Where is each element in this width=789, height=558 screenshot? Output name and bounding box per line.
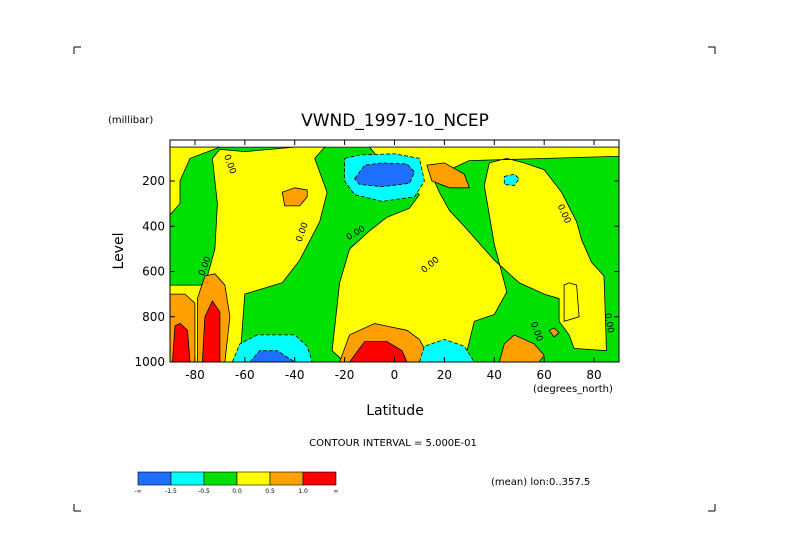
y-tick-label: 600 (142, 265, 165, 279)
page-corner-marks (73, 46, 716, 512)
x-tick-label: 40 (487, 368, 502, 382)
legend-label-2: -0.5 (198, 488, 210, 495)
contour-fill-layer (170, 146, 619, 362)
legend-swatch-2 (203, 471, 238, 486)
contour-region-neg2-2 (418, 338, 475, 362)
legend-label-4: 0.5 (265, 488, 275, 495)
y-axis: 200 400 600 800 1000 (134, 174, 619, 369)
chart-title: VWND_1997-10_NCEP (301, 111, 489, 131)
x-tick-label: 60 (537, 368, 552, 382)
contour-label-7: 0.00 (602, 312, 615, 334)
x-tick-label: 0 (391, 368, 399, 382)
legend-label-1: -1.5 (165, 488, 177, 495)
contour-region-pos2-2 (281, 187, 308, 207)
x-tick-label: -60 (235, 368, 255, 382)
color-legend: -∞ -1.5 -0.5 0.0 0.5 1.0 ∞ (134, 471, 339, 495)
legend-label-6: ∞ (334, 488, 339, 495)
y-tick-label: 400 (142, 219, 165, 233)
contour-region-neg3-0 (354, 162, 415, 188)
x-tick-label: -20 (335, 368, 355, 382)
contour-region-neg2-3 (503, 173, 520, 186)
x-tick-label: -40 (285, 368, 305, 382)
corner-mark-top-right (708, 46, 716, 54)
legend-swatch-3 (236, 471, 271, 486)
mean-longitude-text: (mean) lon:0..357.5 (491, 477, 590, 488)
x-axis-label: Latitude (366, 403, 424, 419)
y-axis-unit: (millibar) (108, 115, 153, 126)
contour-region-neg2-1 (231, 334, 313, 362)
x-tick-label: 80 (586, 368, 601, 382)
legend-swatch-1 (170, 471, 205, 486)
legend-label-5: 1.0 (298, 488, 308, 495)
corner-mark-bottom-left (73, 504, 81, 512)
x-tick-label: -80 (185, 368, 205, 382)
legend-label-0: -∞ (134, 488, 141, 495)
contour-region-neg3-1 (249, 350, 296, 362)
x-axis-unit: (degrees_north) (533, 384, 613, 395)
contour-region-pos-3 (563, 282, 580, 322)
contour-region-pos2-4 (498, 334, 545, 362)
corner-mark-bottom-right (708, 504, 716, 512)
y-tick-label: 1000 (134, 355, 165, 369)
contour-region-pos2-6 (548, 327, 560, 338)
contour-region-pos3-2 (349, 341, 408, 362)
legend-swatch-0 (137, 471, 172, 486)
contour-region-pos3-0 (172, 323, 191, 362)
legend-label-3: 0.0 (232, 488, 242, 495)
y-tick-label: 200 (142, 174, 165, 188)
legend-swatch-4 (269, 471, 304, 486)
legend-swatch-5 (302, 471, 337, 486)
y-axis-label: Level (111, 233, 127, 270)
y-tick-label: 800 (142, 310, 165, 324)
x-tick-label: 20 (437, 368, 452, 382)
contour-region-pos3-1 (201, 300, 221, 362)
contour-region-pos2-5 (426, 162, 470, 189)
x-axis: -80 -60 -40 -20 0 20 40 60 80 (185, 140, 602, 382)
contour-region-pos-2 (170, 146, 221, 216)
contour-interval-text: CONTOUR INTERVAL = 5.000E-01 (309, 438, 477, 449)
contour-region-pos-1 (331, 146, 619, 362)
corner-mark-top-left (73, 46, 81, 54)
